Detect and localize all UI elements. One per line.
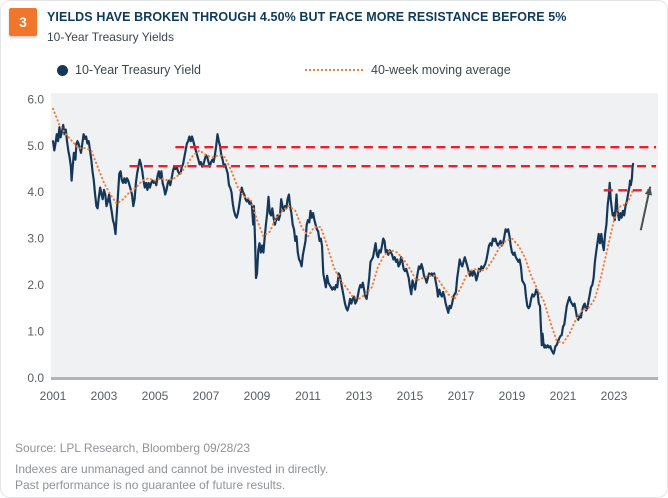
moving-average-line	[52, 107, 634, 344]
chart-subtitle: 10-Year Treasury Yields	[47, 30, 174, 44]
disclaimer-line-1: Indexes are unmanaged and cannot be inve…	[15, 462, 329, 476]
y-tick-label: 5.0	[27, 139, 44, 153]
x-tick-label: 2001	[40, 389, 67, 403]
y-tick-label: 4.0	[27, 185, 44, 199]
y-tick-label: 0.0	[27, 371, 44, 385]
source-text: Source: LPL Research, Bloomberg 09/28/23	[15, 441, 251, 455]
x-tick-label: 2017	[448, 389, 475, 403]
moving-average-dotted-line-icon	[305, 69, 364, 71]
legend-label-moving-average: 40-week moving average	[371, 63, 511, 77]
treasury-yield-line	[51, 123, 635, 355]
plot-background	[51, 93, 658, 377]
y-tick-label: 2.0	[27, 278, 44, 292]
x-tick-label: 2003	[91, 389, 118, 403]
yield-chart: 0.0 1.0 2.0 3.0 4.0 5.0 6.0 2001 2003 2005 2007 200…	[1, 89, 667, 411]
x-tick-label: 2023	[601, 389, 628, 403]
yield-dot-icon	[57, 64, 68, 76]
x-tick-label: 2011	[295, 389, 321, 403]
disclaimer-line-2: Past performance is no guarantee of futu…	[15, 478, 286, 492]
y-tick-label: 3.0	[27, 232, 44, 246]
legend-label-treasury-yield: 10-Year Treasury Yield	[75, 63, 202, 77]
legend-item-moving-average: 40-week moving average	[305, 63, 511, 77]
x-tick-label: 2019	[499, 389, 526, 403]
x-tick-label: 2007	[193, 389, 220, 403]
x-tick-label: 2013	[346, 389, 373, 403]
x-axis-baseline	[51, 377, 658, 380]
y-tick-label: 1.0	[27, 324, 44, 338]
x-tick-label: 2015	[397, 389, 424, 403]
chart-legend: 10-Year Treasury Yield 40-week moving av…	[57, 63, 511, 77]
figure-number: 3	[19, 14, 27, 30]
x-tick-label: 2021	[550, 389, 577, 403]
yield-chart-svg: 0.0 1.0 2.0 3.0 4.0 5.0 6.0 2001 2003 2005 2007 200…	[27, 92, 658, 403]
breakout-arrowhead-icon	[644, 186, 653, 196]
legend-item-treasury-yield: 10-Year Treasury Yield	[57, 63, 201, 77]
chart-title: YIELDS HAVE BROKEN THROUGH 4.50% BUT FAC…	[47, 10, 567, 24]
x-tick-label: 2009	[244, 389, 271, 403]
figure-number-badge: 3	[9, 8, 37, 36]
x-tick-label: 2005	[142, 389, 169, 403]
y-tick-label: 6.0	[27, 92, 44, 106]
